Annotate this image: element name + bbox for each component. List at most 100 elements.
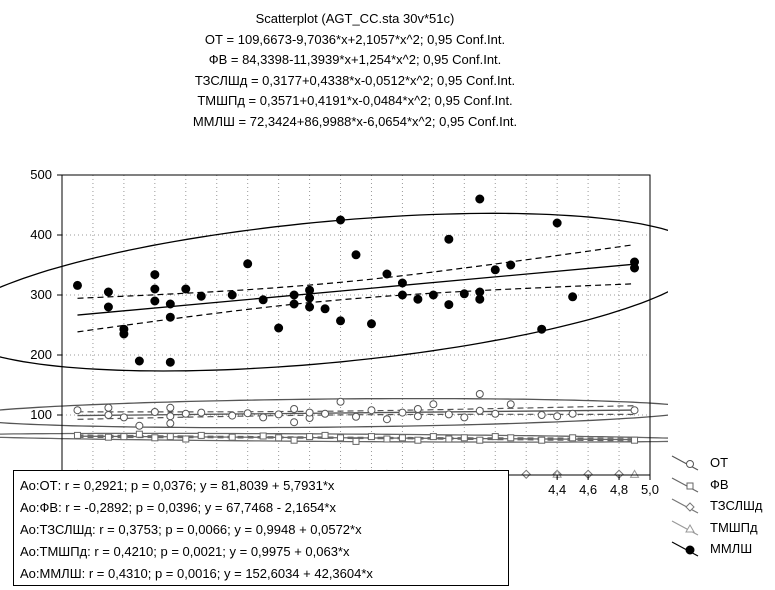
data-point-4: [568, 292, 578, 302]
legend-label: ОТ: [710, 455, 729, 470]
data-point-0: [290, 405, 299, 413]
x-axis: 4,4 4,6 4,8 5,0: [548, 475, 659, 497]
data-point-4: [103, 302, 113, 312]
data-point-1: [151, 434, 159, 442]
y-tick-label: 500: [30, 167, 52, 182]
data-point-4: [227, 290, 237, 300]
data-point-1: [445, 435, 453, 443]
data-point-1: [135, 430, 143, 438]
data-point-4: [336, 316, 346, 326]
data-point-4: [72, 280, 82, 290]
legend-entry: ММЛШ: [668, 538, 775, 560]
data-point-1: [476, 436, 484, 444]
legend-label: ММЛШ: [710, 541, 753, 556]
data-point-0: [181, 409, 190, 418]
data-point-1: [352, 437, 360, 445]
data-point-4: [181, 284, 191, 294]
data-point-1: [631, 436, 639, 444]
data-point-1: [569, 434, 577, 442]
data-point-1: [306, 433, 314, 441]
data-point-1: [367, 433, 375, 441]
fit-line-ot: ОТ = 109,6673-9,7036*x+2,1057*x^2; 0,95 …: [204, 31, 506, 47]
data-point-4: [475, 194, 485, 204]
data-point-4: [289, 290, 299, 300]
legend-entry: ФВ: [668, 474, 775, 496]
data-point-1: [414, 436, 422, 444]
data-point-1: [321, 431, 329, 439]
confidence-band-0: [77, 405, 635, 413]
data-point-0: [413, 412, 422, 421]
x-tick-label: 4,6: [579, 482, 597, 497]
data-point-4: [274, 323, 284, 333]
legend-label: ТЗСЛШд: [710, 498, 763, 513]
data-point-4: [475, 294, 485, 304]
data-point-0: [73, 406, 82, 415]
data-point-4: [150, 270, 160, 280]
x-tick-label: 4,8: [610, 482, 628, 497]
data-point-4: [258, 295, 268, 305]
data-point-1: [337, 434, 345, 442]
data-point-2: [521, 469, 531, 479]
grid-lines: [62, 175, 650, 475]
data-point-4: [320, 304, 330, 314]
legend-swatch: [671, 476, 699, 493]
data-point-4: [196, 291, 206, 301]
data-point-0: [491, 409, 500, 418]
data-point-1: [166, 433, 174, 441]
data-point-0: [429, 400, 438, 409]
x-tick-label: 4,4: [548, 482, 566, 497]
legend-entry: ТЗСЛШд: [668, 495, 775, 517]
data-point-1: [429, 433, 437, 441]
data-point-1: [197, 431, 205, 439]
data-point-0: [630, 406, 639, 415]
data-point-4: [444, 234, 454, 244]
data-point-4: [336, 215, 346, 225]
plot-frame: [61, 174, 651, 476]
y-tick-label: 100: [30, 407, 52, 422]
data-point-0: [104, 403, 113, 412]
confidence-ellipse-0: [0, 397, 668, 429]
confidence-ellipse-1: [0, 432, 668, 443]
confidence-band-4: [77, 244, 635, 299]
data-point-1: [275, 434, 283, 442]
data-point-1: [383, 435, 391, 443]
data-point-4: [289, 299, 299, 309]
x-tick-label: 5,0: [641, 482, 659, 497]
data-point-4: [506, 260, 516, 270]
data-point-0: [352, 412, 360, 421]
data-point-4: [150, 284, 160, 294]
data-point-4: [397, 290, 407, 300]
data-point-1: [507, 434, 515, 442]
chart-title: Scatterplot (AGT_CC.sta 30v*51c): [255, 11, 455, 26]
fit-line-fv: ФВ = 84,3398-11,3939*x+1,254*x^2; 0,95 C…: [208, 52, 502, 67]
data-point-1: [398, 434, 406, 442]
data-point-4: [305, 285, 315, 295]
data-point-0: [119, 413, 128, 422]
data-point-1: [538, 436, 546, 444]
y-axis: 0100200300400500: [30, 167, 62, 482]
legend-marker: [685, 545, 695, 555]
legend-marker: [685, 502, 695, 512]
data-point-4: [413, 294, 423, 304]
y-tick-label: 300: [30, 287, 52, 302]
data-point-1: [120, 433, 128, 441]
data-point-0: [506, 400, 515, 409]
data-point-0: [305, 408, 314, 417]
data-point-4: [351, 250, 361, 260]
data-point-4: [119, 324, 129, 334]
data-point-0: [274, 410, 283, 419]
chart-titles: Scatterplot (AGT_CC.sta 30v*51c) ОТ = 10…: [60, 0, 650, 132]
data-point-4: [382, 269, 392, 279]
data-point-0: [166, 412, 175, 421]
data-point-4: [150, 296, 160, 306]
data-point-0: [197, 408, 206, 417]
legend-swatch: [671, 541, 699, 557]
confidence-ellipses: [0, 212, 668, 443]
data-point-4: [459, 289, 469, 299]
confidence-ellipse-4: [0, 212, 668, 372]
legend-label: ТМШПд: [710, 519, 758, 535]
fit-line-tzslsh: ТЗСЛШд = 0,3177+0,4338*x-0,0512*x^2; 0,9…: [194, 72, 516, 88]
legend-entry: ОТ: [668, 452, 775, 474]
data-point-0: [243, 409, 252, 418]
